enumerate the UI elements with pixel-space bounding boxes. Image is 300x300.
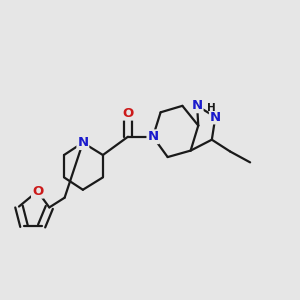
- Text: N: N: [210, 110, 221, 124]
- Text: N: N: [77, 136, 88, 149]
- Text: H: H: [206, 103, 215, 113]
- Text: O: O: [32, 185, 43, 198]
- Text: N: N: [147, 130, 158, 143]
- Text: N: N: [191, 99, 203, 112]
- Text: O: O: [122, 107, 134, 120]
